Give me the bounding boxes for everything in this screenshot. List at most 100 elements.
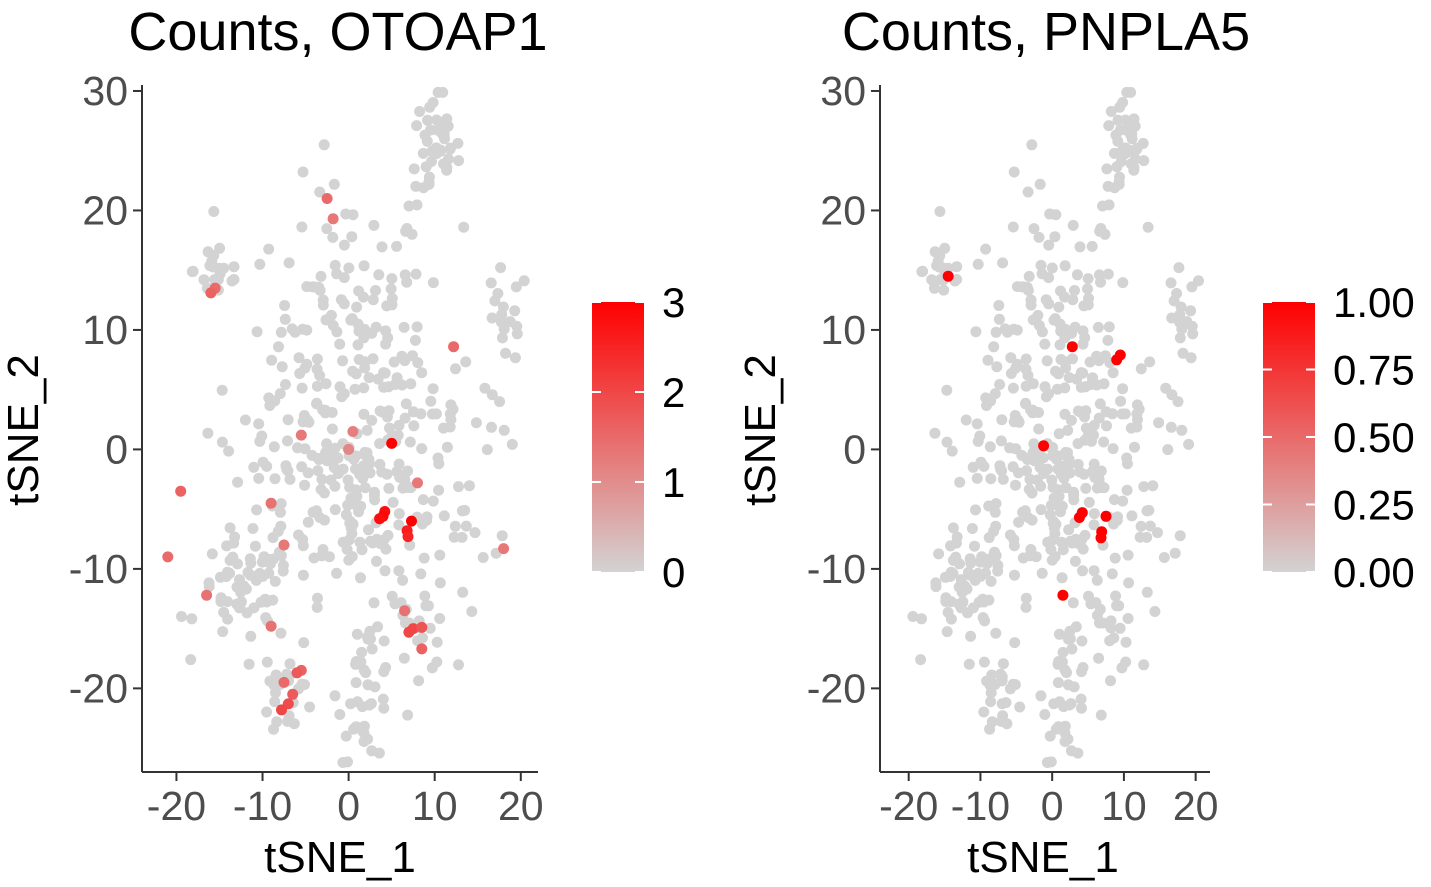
cell-point xyxy=(1117,277,1129,289)
cell-point xyxy=(955,602,967,614)
cell-point xyxy=(376,466,388,478)
x-tick-label: 20 xyxy=(1173,783,1219,829)
cell-point xyxy=(371,555,382,567)
colorbar-tick-label: 3 xyxy=(662,279,685,326)
cell-point xyxy=(340,208,352,220)
cell-point xyxy=(1162,444,1174,456)
cell-point xyxy=(1056,500,1068,512)
cell-point xyxy=(1158,552,1170,563)
cell-point xyxy=(1020,353,1032,365)
cell-point xyxy=(415,568,427,580)
cell-point xyxy=(1132,414,1143,426)
cell-point xyxy=(970,326,982,338)
cell-point xyxy=(457,586,469,598)
cell-point xyxy=(338,272,350,284)
cell-point xyxy=(1053,301,1065,313)
cell-point xyxy=(1086,240,1098,252)
cell-point xyxy=(434,549,446,561)
cell-point xyxy=(479,382,491,394)
cell-point xyxy=(1126,510,1138,522)
colorbar-tick-label: 2 xyxy=(662,369,685,416)
cell-point xyxy=(360,450,372,462)
cell-point xyxy=(470,417,482,429)
cell-point xyxy=(477,552,489,563)
cell-point xyxy=(366,414,378,426)
cell-point xyxy=(214,242,226,254)
cell-point xyxy=(297,416,309,428)
cell-point xyxy=(1165,421,1177,433)
cell-point xyxy=(1088,508,1100,520)
cell-point xyxy=(269,473,281,485)
cell-point xyxy=(416,443,428,455)
cell-point xyxy=(999,323,1011,335)
cell-point xyxy=(393,508,405,520)
cell-point xyxy=(1065,745,1077,757)
cell-point xyxy=(427,277,439,289)
cell-point xyxy=(337,463,349,475)
cell-point xyxy=(1120,114,1131,126)
cell-point xyxy=(351,490,363,502)
cell-point xyxy=(274,506,286,518)
cell-point xyxy=(275,550,287,562)
cell-point xyxy=(304,701,316,713)
cell-point xyxy=(929,427,941,439)
cell-point xyxy=(933,548,945,560)
cell-point xyxy=(1108,494,1120,506)
cell-point xyxy=(1076,635,1088,647)
cell-point xyxy=(1153,417,1165,429)
cell-point xyxy=(286,323,298,335)
cell-point xyxy=(279,300,291,311)
cell-point xyxy=(1020,363,1032,375)
cell-point xyxy=(947,522,959,534)
cell-point xyxy=(931,260,943,272)
cell-point xyxy=(940,592,952,604)
cell-point xyxy=(1044,730,1056,742)
y-tick-label: -20 xyxy=(807,665,866,711)
cell-point xyxy=(916,613,927,625)
cell-point xyxy=(399,269,411,281)
cell-point xyxy=(416,518,428,530)
cell-point xyxy=(267,594,279,606)
cell-point xyxy=(1138,481,1150,493)
cell-point xyxy=(403,200,415,212)
cell-point xyxy=(1031,474,1043,486)
cell-point xyxy=(334,338,346,350)
cell-point xyxy=(420,161,432,173)
cell-point xyxy=(343,534,355,546)
expressing-cell-point xyxy=(448,341,460,353)
cell-point xyxy=(1105,106,1117,117)
cell-point xyxy=(1121,484,1133,496)
cell-point xyxy=(399,412,411,424)
cell-point xyxy=(965,630,977,642)
cell-point xyxy=(995,435,1007,447)
cell-point xyxy=(980,243,992,255)
cell-point xyxy=(410,180,422,192)
cell-point xyxy=(271,716,283,728)
cell-point xyxy=(1047,442,1059,453)
cell-point xyxy=(485,277,497,289)
expressing-cell-point xyxy=(407,623,419,635)
cell-point xyxy=(960,414,972,426)
cell-point xyxy=(417,632,428,644)
cell-point xyxy=(981,400,992,411)
cell-point xyxy=(249,540,261,552)
cell-point xyxy=(251,504,263,516)
expressing-cell-point xyxy=(1095,532,1107,544)
cell-point xyxy=(941,384,953,396)
expressing-cell-point xyxy=(498,543,510,555)
cell-point xyxy=(321,455,333,467)
cell-point xyxy=(1173,262,1185,274)
cell-point xyxy=(1059,332,1071,344)
cell-point xyxy=(993,300,1005,311)
cell-point xyxy=(307,506,319,518)
cell-point xyxy=(411,199,423,211)
cell-point xyxy=(1133,403,1145,415)
cell-point xyxy=(266,354,278,366)
cell-point xyxy=(996,671,1008,683)
cell-point xyxy=(308,552,320,564)
cell-point xyxy=(964,553,976,565)
cell-point xyxy=(1069,285,1080,296)
background-cell-points xyxy=(907,86,1204,768)
cell-point xyxy=(413,675,425,687)
cell-point xyxy=(350,677,362,689)
